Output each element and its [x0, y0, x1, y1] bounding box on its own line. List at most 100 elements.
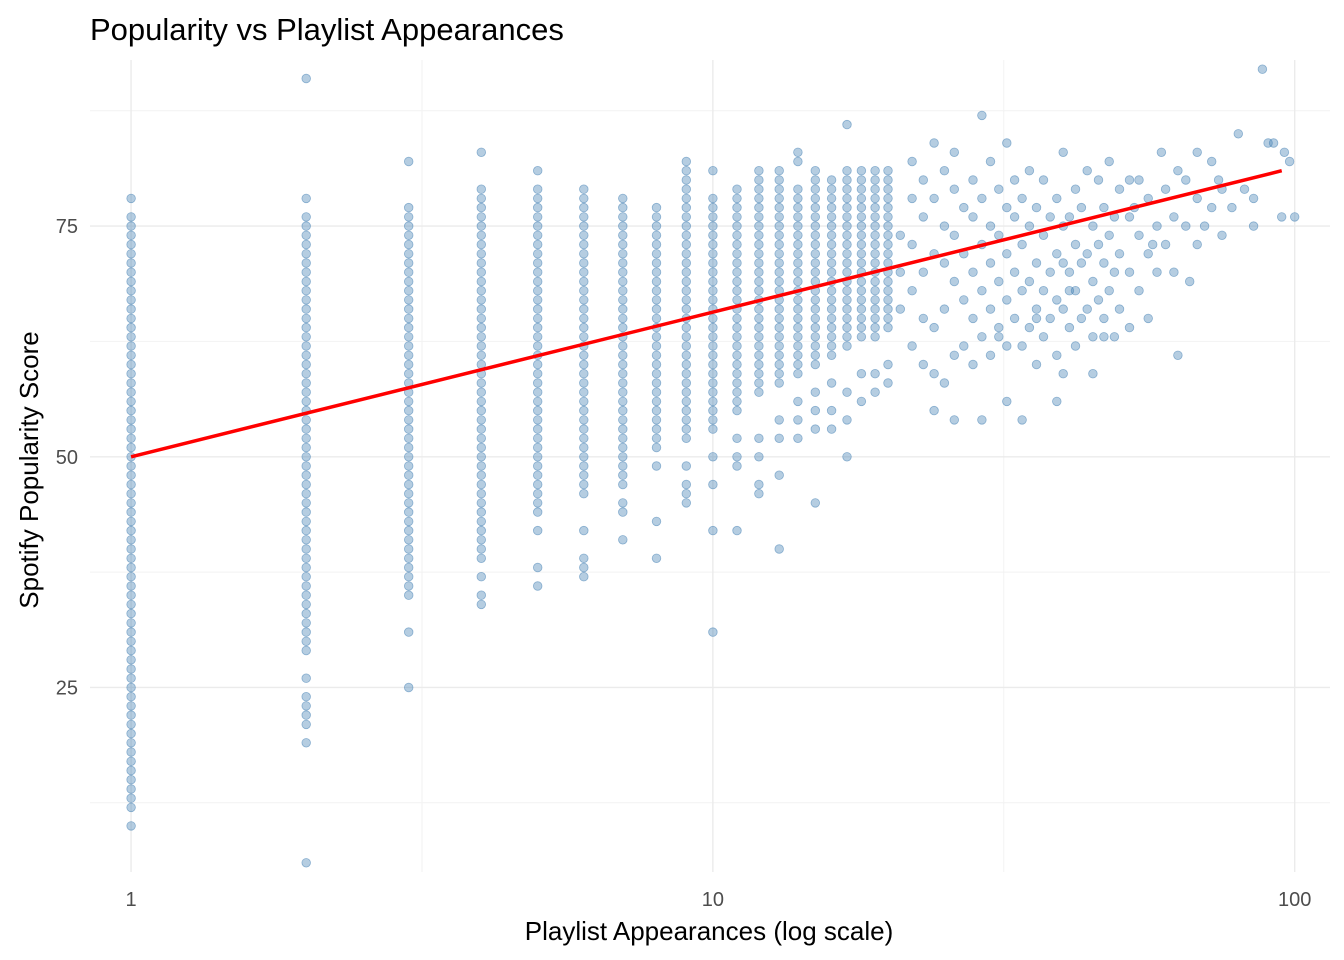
- data-point: [1263, 138, 1273, 148]
- data-point: [856, 239, 867, 250]
- data-point: [126, 369, 136, 379]
- chart-title: Popularity vs Playlist Appearances: [90, 12, 564, 47]
- data-point: [870, 258, 880, 268]
- data-point: [826, 378, 837, 388]
- data-point: [732, 359, 742, 370]
- data-point: [618, 276, 628, 287]
- data-point: [810, 193, 821, 204]
- data-point: [301, 645, 311, 656]
- data-point: [870, 165, 880, 176]
- data-point: [1134, 230, 1144, 241]
- data-point: [883, 193, 893, 204]
- data-point: [754, 489, 764, 499]
- data-point: [870, 212, 880, 222]
- data-point: [681, 295, 692, 305]
- data-point: [126, 359, 136, 370]
- data-point: [301, 276, 311, 287]
- data-point: [681, 304, 692, 314]
- data-point: [918, 359, 929, 370]
- data-point: [404, 581, 414, 591]
- data-point: [1017, 341, 1027, 351]
- data-point: [870, 202, 880, 213]
- data-point: [939, 221, 950, 231]
- data-point: [301, 313, 311, 324]
- data-point: [301, 267, 311, 277]
- data-point: [404, 627, 414, 637]
- data-point: [533, 461, 543, 471]
- data-point: [842, 341, 852, 351]
- data-point: [754, 433, 764, 444]
- data-point: [826, 424, 837, 434]
- data-point: [681, 378, 692, 388]
- data-point: [1045, 313, 1055, 324]
- data-point: [126, 249, 136, 259]
- data-point: [533, 202, 543, 213]
- data-point: [842, 193, 852, 204]
- data-point: [929, 369, 939, 379]
- data-point: [618, 452, 628, 462]
- data-point: [301, 212, 311, 222]
- data-point: [301, 258, 311, 268]
- data-point: [774, 193, 784, 204]
- data-point: [126, 221, 136, 231]
- data-point: [1064, 267, 1075, 277]
- data-point: [404, 535, 414, 545]
- data-point: [968, 175, 978, 185]
- data-point: [476, 212, 487, 222]
- data-point: [856, 175, 867, 185]
- data-point: [533, 249, 543, 259]
- data-point: [826, 239, 837, 250]
- data-point: [476, 424, 487, 434]
- data-point: [826, 212, 837, 222]
- data-point: [842, 387, 852, 397]
- data-point: [708, 396, 718, 407]
- data-point: [774, 184, 784, 194]
- data-point: [1093, 295, 1104, 305]
- data-point: [810, 267, 821, 277]
- data-point: [476, 267, 487, 277]
- data-point: [1206, 156, 1217, 167]
- data-point: [126, 682, 136, 693]
- data-point: [301, 581, 311, 591]
- data-point: [1206, 202, 1217, 213]
- data-point: [732, 295, 742, 305]
- data-point: [579, 249, 589, 259]
- data-point: [681, 175, 692, 185]
- data-point: [126, 442, 136, 453]
- data-point: [126, 747, 136, 757]
- data-point: [1024, 276, 1035, 287]
- data-point: [732, 221, 742, 231]
- data-point: [856, 258, 867, 268]
- data-point: [476, 221, 487, 231]
- data-point: [1169, 267, 1179, 277]
- data-point: [476, 525, 487, 536]
- data-point: [994, 276, 1004, 287]
- data-point: [301, 710, 311, 720]
- data-point: [732, 396, 742, 407]
- data-point: [1088, 276, 1098, 287]
- data-point: [533, 193, 543, 204]
- data-point: [301, 221, 311, 231]
- data-point: [533, 313, 543, 324]
- data-point: [870, 249, 880, 259]
- data-point: [651, 295, 662, 305]
- tick-labels: 1 10 100 25 50 75: [56, 216, 1312, 911]
- data-point: [810, 498, 821, 508]
- data-point: [883, 175, 893, 185]
- data-point: [856, 193, 867, 204]
- data-point: [1156, 147, 1167, 158]
- data-point: [533, 369, 543, 379]
- data-point: [708, 276, 718, 287]
- data-point: [651, 516, 662, 527]
- data-point: [754, 350, 764, 361]
- data-point: [907, 341, 917, 351]
- data-point: [842, 202, 852, 213]
- data-point: [793, 304, 803, 314]
- data-point: [301, 738, 311, 748]
- data-point: [1213, 175, 1224, 185]
- data-point: [826, 175, 837, 185]
- data-point: [793, 193, 803, 204]
- data-point: [1227, 202, 1237, 213]
- data-point: [810, 165, 821, 176]
